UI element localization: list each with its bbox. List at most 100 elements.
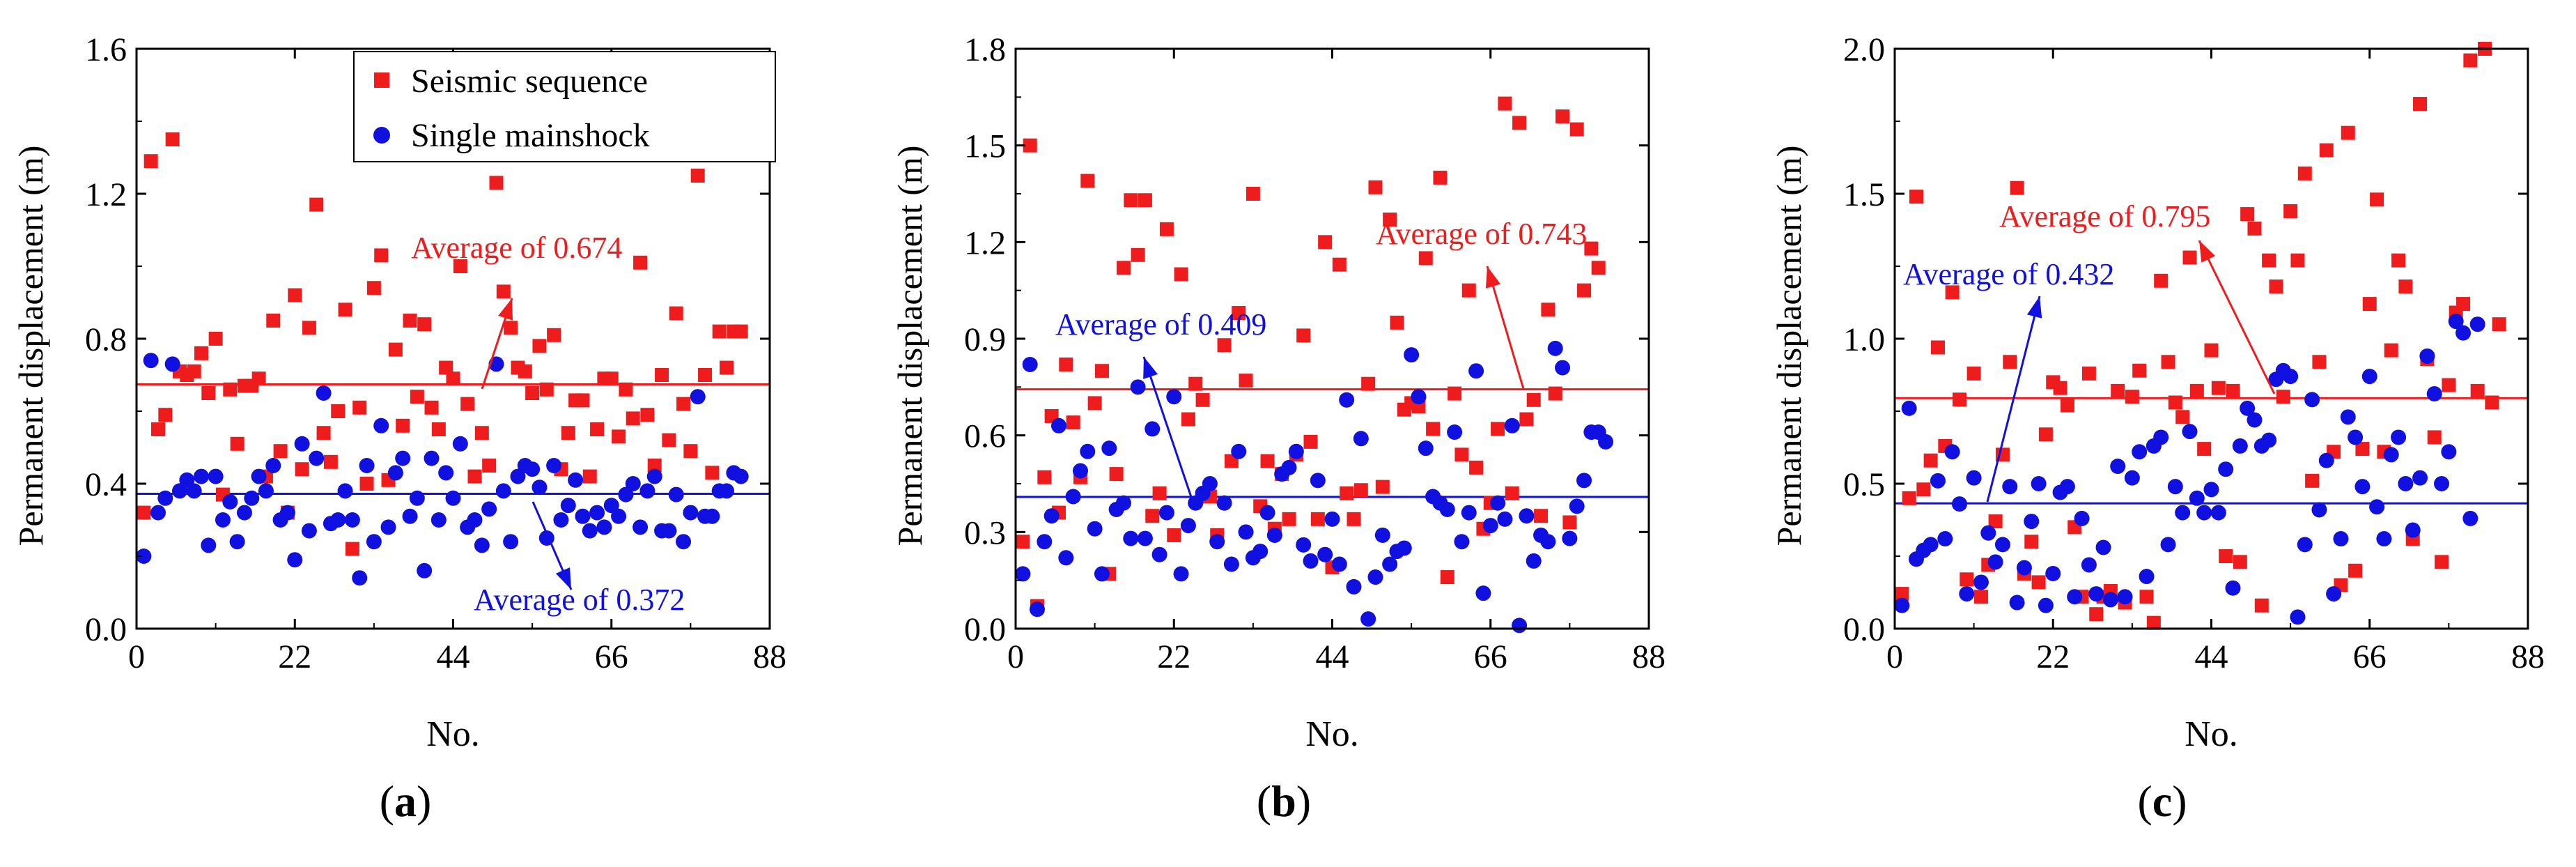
mainshock-point (2376, 531, 2392, 547)
sequence-point (2384, 343, 2398, 358)
mainshock-point (330, 512, 346, 528)
sequence-point (2283, 204, 2298, 218)
mainshock-point (438, 465, 454, 481)
sequence-point (295, 462, 309, 477)
mainshock-point (373, 417, 389, 434)
mainshock-point (2361, 369, 2377, 385)
sequence-point (1555, 109, 1570, 124)
sequence-point (1159, 222, 1174, 236)
mainshock-point (1374, 527, 1390, 543)
sequence-point (2233, 555, 2247, 569)
mainshock-point (2398, 476, 2414, 491)
sequence-point (2297, 166, 2312, 181)
mainshock-point (1173, 566, 1189, 582)
mainshock-point (2225, 580, 2241, 596)
sequence-point (2341, 125, 2355, 140)
mainshock-point (424, 450, 440, 466)
sequence-point (2276, 390, 2290, 404)
sequence-point (1426, 422, 1441, 436)
mainshock-point (2210, 505, 2226, 521)
sequence-point (439, 360, 453, 375)
sequence-point (2269, 279, 2283, 294)
sequence-point (619, 382, 633, 397)
sequence-point (165, 132, 180, 146)
panel-label-c: (c) (2137, 776, 2187, 826)
mainshock-point (265, 458, 281, 473)
mainshock-point (1043, 508, 1060, 524)
mainshock-point (2045, 565, 2061, 581)
sequence-point (1016, 535, 1030, 549)
y-tick-label: 0.0 (85, 611, 127, 648)
sequence-point (1246, 187, 1260, 201)
mainshock-point (1519, 508, 1535, 524)
mainshock-point (2196, 505, 2212, 521)
sequence-point (2031, 575, 2046, 590)
sequence-point (1023, 138, 1037, 153)
mainshock-point (1324, 511, 1340, 527)
sequence-point (1368, 180, 1383, 194)
mainshock-point (575, 508, 591, 524)
sequence-point (1960, 572, 1974, 587)
legend-mainshock-marker (373, 127, 390, 144)
sequence-point (223, 382, 238, 397)
sequence-point (2146, 615, 2161, 630)
mainshock-point (452, 436, 468, 452)
mainshock-point (2448, 314, 2464, 330)
sequence-point (410, 390, 424, 404)
sequence-point (1383, 212, 1397, 227)
y-tick-label: 1.8 (964, 31, 1006, 68)
sequence-point (2175, 410, 2190, 424)
sequence-point (669, 306, 683, 321)
mainshock-point (1547, 340, 1563, 356)
mainshock-point (2095, 539, 2111, 555)
sequence-point (1966, 366, 1981, 381)
mainshock-point (2311, 502, 2327, 518)
mainshock-point (1281, 459, 1297, 475)
sequence-point (1390, 315, 1404, 330)
sequence-point (1461, 283, 1476, 298)
sequence-point (1505, 486, 1519, 500)
mainshock-point (1339, 392, 1355, 408)
sequence-point (302, 321, 316, 335)
mainshock-average-arrow (1986, 296, 2041, 502)
mainshock-point (1576, 473, 1592, 489)
mainshock-point (1303, 553, 1319, 569)
sequence-point (1066, 415, 1080, 430)
mainshock-point (1360, 611, 1376, 627)
mainshock-point (1540, 534, 1556, 550)
mainshock-point (704, 508, 720, 524)
sequence-point (626, 411, 640, 426)
mainshock-average-arrow (1142, 356, 1193, 498)
y-tick-label: 0.5 (1843, 466, 1885, 503)
mainshock-point (2455, 325, 2472, 341)
sequence-point (640, 408, 655, 422)
chart-panel-b: Average of 0.743 Average of 0.409 0 22 44 6… (890, 31, 1666, 754)
mainshock-point (532, 479, 548, 496)
sequence-point (604, 371, 619, 386)
y-tick-label: 1.5 (964, 128, 1006, 165)
mainshock-point (344, 512, 360, 528)
data-points (1894, 42, 2506, 630)
mainshock-point (430, 512, 447, 528)
sequence-point (2060, 398, 2074, 413)
sequence-point (2219, 549, 2233, 563)
sequence-point (316, 426, 331, 440)
sequence-point (208, 332, 223, 346)
mainshock-point (1951, 496, 1967, 512)
mainshock-average-label: Average of 0.409 (1055, 307, 1266, 342)
mainshock-point (2153, 429, 2169, 445)
sequence-point (1895, 587, 1909, 601)
mainshock-point (2189, 490, 2205, 506)
y-tick-label: 0.4 (85, 466, 127, 503)
sequence-point (2024, 535, 2039, 549)
sequence-point (633, 255, 648, 270)
sequence-point (273, 444, 288, 459)
mainshock-point (683, 505, 699, 521)
sequence-point (2247, 221, 2262, 236)
mainshock-point (2038, 597, 2054, 613)
mainshock-point (2333, 531, 2349, 547)
mainshock-point (1145, 421, 1161, 437)
sequence-point (150, 422, 165, 436)
legend-sequence-marker (374, 72, 389, 88)
sequence-point (1087, 396, 1102, 411)
